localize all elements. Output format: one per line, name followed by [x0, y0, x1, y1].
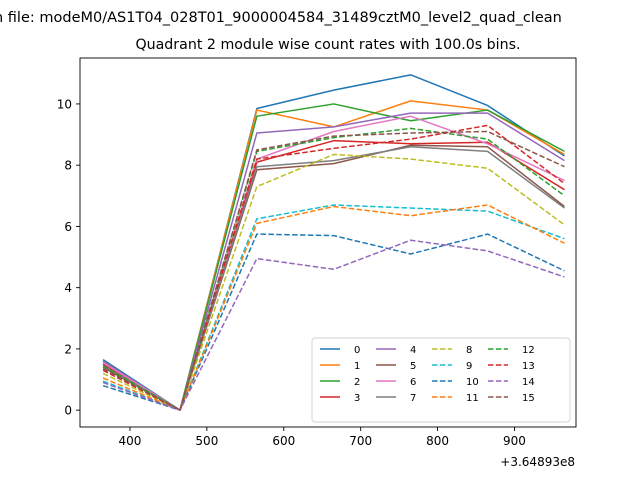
legend-label-4: 4 [410, 345, 416, 356]
legend-label-3: 3 [354, 393, 360, 404]
axes-frame [79, 57, 577, 428]
legend-label-11: 11 [466, 393, 479, 404]
legend-label-9: 9 [466, 361, 472, 372]
y-axis: 0 2 4 6 8 10 [57, 97, 80, 418]
legend-label-6: 6 [410, 377, 416, 388]
y-tick-label: 4 [64, 281, 72, 295]
y-tick-label: 8 [64, 159, 72, 173]
legend-label-14: 14 [522, 377, 535, 388]
chart-title: Quadrant 2 module wise count rates with … [135, 37, 520, 53]
x-tick-label: 900 [503, 434, 526, 448]
legend-label-2: 2 [354, 377, 360, 388]
series-line-8 [102, 153, 565, 411]
x-tick-label: 600 [272, 434, 295, 448]
x-tick-label: 400 [119, 434, 142, 448]
x-tick-label: 500 [195, 434, 218, 448]
series-line-15 [102, 130, 565, 411]
y-tick-label: 6 [64, 220, 72, 234]
legend-label-0: 0 [354, 345, 360, 356]
y-tick-label: 10 [57, 97, 72, 111]
legend-frame [311, 337, 571, 423]
x-tick-label: 800 [426, 434, 449, 448]
legend-label-10: 10 [466, 377, 479, 388]
legend-label-7: 7 [410, 393, 416, 404]
x-tick-label: 700 [349, 434, 372, 448]
series-line-13 [102, 124, 565, 411]
series-layer [102, 74, 565, 411]
legend-label-15: 15 [522, 393, 535, 404]
legend-label-5: 5 [410, 361, 416, 372]
legend-label-13: 13 [522, 361, 535, 372]
y-tick-label: 0 [64, 404, 72, 418]
plot-area [79, 57, 577, 428]
x-axis: 400 500 600 700 800 900 [119, 427, 526, 448]
y-tick-label: 2 [64, 342, 72, 356]
x-axis-offset-label: +3.64893e8 [500, 455, 575, 469]
legend-label-12: 12 [522, 345, 535, 356]
legend-label-8: 8 [466, 345, 472, 356]
legend-label-1: 1 [354, 361, 360, 372]
figure-suptitle: n file: modeM0/AS1T04_028T01_9000004584_… [0, 10, 562, 26]
